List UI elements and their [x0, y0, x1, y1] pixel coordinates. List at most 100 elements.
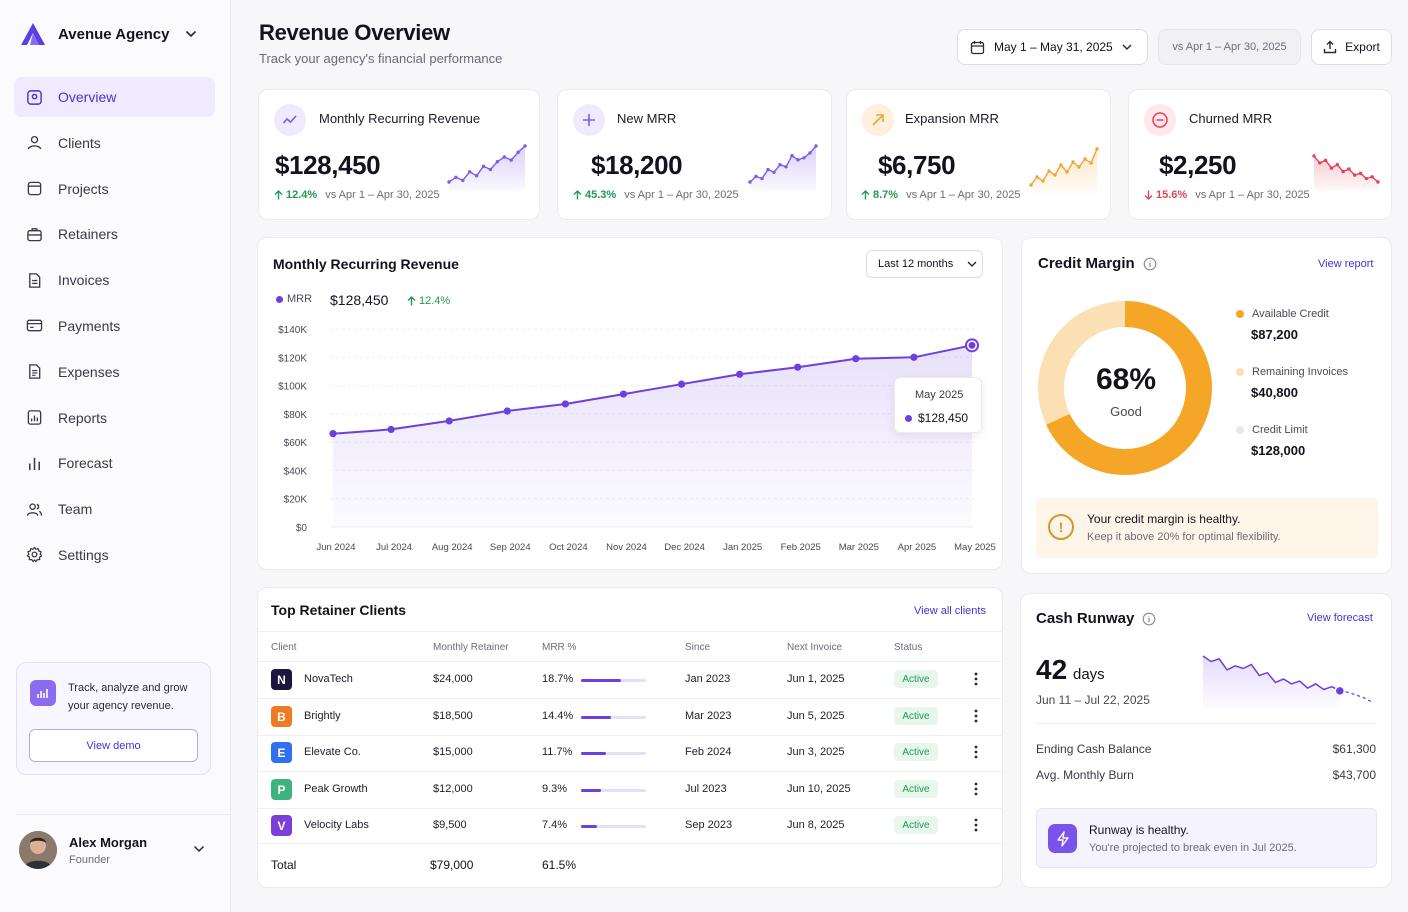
kpi-value: $18,200 — [591, 150, 683, 180]
data-point[interactable] — [794, 363, 802, 371]
view-report-link[interactable]: View report — [1318, 258, 1374, 270]
brand-switcher[interactable]: Avenue Agency — [20, 22, 197, 46]
sparkline-point — [802, 156, 806, 160]
sidebar-item-retainers[interactable]: Retainers — [14, 214, 215, 254]
sparkline-point — [766, 167, 770, 172]
sparkline-point — [1041, 179, 1045, 183]
sparkline-point — [760, 176, 764, 181]
kpi-card-mrr[interactable]: Monthly Recurring Revenue $128,450 12.4%… — [258, 89, 540, 220]
sparkline-area — [750, 146, 816, 190]
client-logo: V — [271, 815, 292, 836]
sparkline-point — [1341, 169, 1345, 174]
sidebar-item-invoices[interactable]: Invoices — [14, 260, 215, 300]
table-row[interactable]: B Brightly $18,500 14.4% Mar 2023 Jun 5, 2025… — [258, 699, 1002, 735]
more-options-icon[interactable] — [974, 818, 978, 832]
credit-margin-title-text: Credit Margin — [1038, 255, 1135, 272]
alert-subtitle: Keep it above 20% for optimal flexibilit… — [1087, 531, 1281, 543]
more-options-icon[interactable] — [974, 672, 978, 686]
view-all-clients-link[interactable]: View all clients — [914, 605, 986, 617]
receipt-icon — [29, 364, 41, 380]
status-badge: Active — [894, 743, 938, 761]
legend-dot — [276, 295, 283, 303]
legend-label: Remaining Invoices — [1252, 366, 1348, 378]
tooltip-label: May 2025 — [915, 389, 964, 401]
ending-balance-value: $61,300 — [1332, 742, 1376, 756]
view-demo-button[interactable]: View demo — [29, 729, 198, 762]
total-pct: 61.5% — [542, 858, 577, 872]
kpi-value: $2,250 — [1159, 150, 1237, 180]
chart-delta-value: 12.4% — [419, 295, 451, 307]
series-area — [333, 345, 972, 527]
more-options-icon[interactable] — [974, 745, 978, 759]
data-point[interactable] — [968, 341, 976, 349]
credit-margin-percent: 68% — [1095, 363, 1157, 396]
sidebar-item-expenses[interactable]: Expenses — [14, 352, 215, 392]
sidebar-item-projects[interactable]: Projects — [14, 169, 215, 209]
kpi-card-expansion-mrr[interactable]: Expansion MRR $6,750 8.7% vs Apr 1 – Apr… — [846, 89, 1111, 220]
more-options-icon[interactable] — [974, 709, 978, 723]
sidebar-item-settings[interactable]: Settings — [14, 535, 215, 575]
x-tick-label: Apr 2025 — [898, 542, 937, 553]
sidebar-item-clients[interactable]: Clients — [14, 123, 215, 163]
arrow-up-icon — [274, 190, 283, 200]
range-dropdown[interactable]: Last 12 months — [866, 250, 983, 278]
kpi-card-churned-mrr[interactable]: Churned MRR $2,250 15.6% vs Apr 1 – Apr … — [1128, 89, 1392, 220]
more-options-icon[interactable] — [974, 782, 978, 796]
legend-remaining-invoices: Remaining Invoices $40,800 — [1236, 366, 1348, 400]
info-icon[interactable] — [1143, 257, 1157, 271]
status-badge: Active — [894, 780, 938, 798]
runway-sparkline — [1202, 655, 1373, 708]
data-point[interactable] — [503, 407, 511, 415]
info-icon[interactable] — [1142, 612, 1156, 626]
y-tick-label: $140K — [278, 325, 307, 336]
series-line — [332, 344, 973, 435]
sidebar-item-forecast[interactable]: Forecast — [14, 443, 215, 483]
data-point[interactable] — [736, 370, 744, 378]
sparkline-point — [495, 159, 500, 164]
legend-label: Available Credit — [1252, 308, 1329, 320]
mrr-share-bar — [581, 679, 646, 682]
arrow-up-icon — [573, 190, 582, 200]
mrr-area-chart[interactable]: $0 $20K $40K $60K $80K $100K $120K $140K Jun 202… — [258, 238, 1002, 569]
runway-title: Cash Runway — [1036, 610, 1156, 627]
data-point[interactable] — [387, 425, 395, 434]
compare-period[interactable]: vs Apr 1 – Apr 30, 2025 — [1158, 29, 1301, 65]
view-forecast-link[interactable]: View forecast — [1307, 612, 1373, 624]
sidebar-item-label: Clients — [58, 134, 101, 151]
mrr-percent: 18.7% — [542, 673, 574, 685]
monthly-retainer: $9,500 — [433, 819, 467, 831]
legend-value: $128,000 — [1251, 443, 1306, 458]
sparkline-point — [1358, 171, 1363, 176]
sparkline-point — [1071, 160, 1075, 164]
sidebar-item-label: Forecast — [58, 455, 113, 472]
data-point[interactable] — [677, 380, 686, 388]
sparkline-point — [509, 158, 513, 162]
data-point[interactable] — [561, 400, 569, 408]
sidebar-item-payments[interactable]: Payments — [14, 306, 215, 346]
data-point[interactable] — [619, 390, 628, 398]
table-row[interactable]: P Peak Growth $12,000 9.3% Jul 2023 Jun 10, 2… — [258, 772, 1002, 808]
sparkline-point — [461, 178, 465, 183]
table-row[interactable]: N NovaTech $24,000 18.7% Jan 2023 Jun 1, 2025… — [258, 662, 1002, 698]
x-tick-label: Jan 2025 — [723, 542, 762, 553]
x-tick-label: Nov 2024 — [606, 542, 647, 553]
data-point[interactable] — [852, 355, 860, 363]
export-button[interactable]: Export — [1311, 29, 1392, 65]
monthly-burn-label: Avg. Monthly Burn — [1036, 768, 1134, 782]
kpi-card-new-mrr[interactable]: New MRR $18,200 45.3% vs Apr 1 – Apr 30,… — [557, 89, 832, 220]
user-menu[interactable]: Alex Morgan Founder — [16, 814, 231, 886]
table-row[interactable]: V Velocity Labs $9,500 7.4% Sep 2023 Jun 8, 2… — [258, 808, 1002, 844]
data-point[interactable] — [910, 353, 918, 361]
date-range-picker[interactable]: May 1 – May 31, 2025 — [957, 29, 1148, 65]
runway-title-text: Cash Runway — [1036, 610, 1135, 627]
sidebar-item-team[interactable]: Team — [14, 489, 215, 529]
sidebar-item-reports[interactable]: Reports — [14, 398, 215, 438]
data-point[interactable] — [445, 417, 453, 425]
sparkline-point — [523, 144, 527, 148]
data-point[interactable] — [329, 430, 337, 438]
client-logo: P — [271, 779, 292, 800]
sidebar-item-overview[interactable]: Overview — [14, 77, 215, 117]
x-tick-label: Oct 2024 — [549, 542, 588, 553]
runway-days: 42 — [1036, 654, 1068, 685]
table-row[interactable]: E Elevate Co. $15,000 11.7% Feb 2024 Jun 3, 2… — [258, 735, 1002, 771]
